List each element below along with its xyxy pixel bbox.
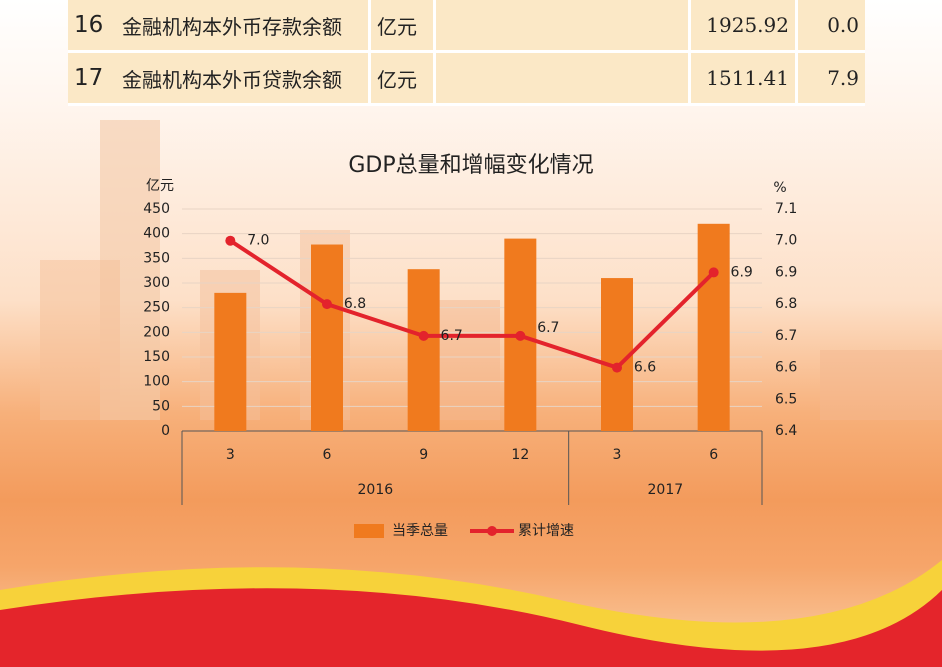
cell: 亿元 — [368, 0, 435, 53]
y-tick-label: 400 — [143, 226, 170, 242]
y2-tick-label: 7.0 — [775, 233, 797, 249]
group-label: 2016 — [358, 482, 394, 498]
cell — [433, 51, 690, 106]
y-tick-label: 350 — [143, 250, 170, 266]
y2-tick-label: 6.4 — [775, 423, 797, 439]
data-label: 7.0 — [247, 233, 269, 249]
line-point — [515, 330, 526, 341]
y2-tick-label: 6.8 — [775, 296, 797, 312]
x-tick-label: 6 — [323, 447, 332, 463]
x-tick-label: 3 — [613, 447, 622, 463]
legend-swatch — [487, 526, 497, 536]
x-tick-label: 9 — [419, 447, 428, 463]
y-tick-label: 200 — [143, 324, 170, 340]
table-row: 17 金融机构本外币贷款余额 亿元 1511.41 7.9 — [68, 51, 865, 106]
decor-wave — [0, 588, 942, 667]
y2-tick-label: 6.6 — [775, 360, 797, 376]
line-point — [322, 299, 332, 310]
data-label: 6.9 — [731, 264, 753, 280]
legend-swatch — [354, 524, 384, 538]
line-point — [225, 235, 236, 246]
x-tick-label: 6 — [709, 447, 718, 463]
group-label: 2017 — [648, 482, 684, 498]
data-label: 6.8 — [344, 296, 366, 312]
cell: 金融机构本外币贷款余额 — [116, 51, 370, 106]
bar — [407, 269, 440, 431]
cell: 金融机构本外币存款余额 — [116, 0, 370, 53]
legend-label: 当季总量 — [392, 523, 448, 539]
table: 16 金融机构本外币存款余额 亿元 1925.92 0.0 17 金融机构本外币… — [68, 0, 865, 106]
line — [229, 239, 716, 370]
line-point — [612, 362, 622, 373]
cell: 17 — [68, 51, 116, 106]
y-tick-label: 250 — [143, 300, 170, 316]
y-tick-label: 300 — [143, 275, 170, 291]
bar — [311, 244, 343, 431]
y-tick-label: 100 — [143, 374, 170, 390]
line-point — [418, 330, 429, 341]
bar — [214, 292, 247, 431]
y2-axis-title: % — [773, 180, 786, 196]
y-tick-label: 450 — [143, 201, 170, 217]
data-label: 6.7 — [441, 328, 463, 344]
x-tick-label: 3 — [226, 447, 235, 463]
table-row: 16 金融机构本外币存款余额 亿元 1925.92 0.0 — [68, 0, 865, 53]
x-tick-label: 12 — [511, 447, 529, 463]
y2-tick-label: 7.1 — [775, 201, 797, 217]
chart-title: GDP总量和增幅变化情况 — [348, 153, 593, 178]
cell: 1925.92 — [688, 0, 797, 53]
cell: 7.9 — [795, 51, 865, 106]
y2-tick-label: 6.7 — [775, 328, 797, 344]
cell: 16 — [68, 0, 116, 53]
cell: 1511.41 — [688, 51, 797, 106]
legend-label: 累计增速 — [518, 523, 574, 539]
cell: 亿元 — [368, 51, 435, 106]
cell — [433, 0, 690, 53]
y2-tick-label: 6.9 — [775, 264, 797, 280]
data-label: 6.6 — [634, 360, 656, 376]
y-tick-label: 150 — [143, 349, 170, 365]
y-tick-label: 0 — [161, 423, 170, 439]
y-axis-title: 亿元 — [146, 178, 174, 194]
line-point — [708, 267, 719, 278]
y2-tick-label: 6.5 — [775, 391, 797, 407]
bar — [697, 223, 730, 431]
data-label: 6.7 — [537, 320, 559, 336]
y-tick-label: 50 — [152, 398, 170, 414]
cell: 0.0 — [795, 0, 865, 53]
